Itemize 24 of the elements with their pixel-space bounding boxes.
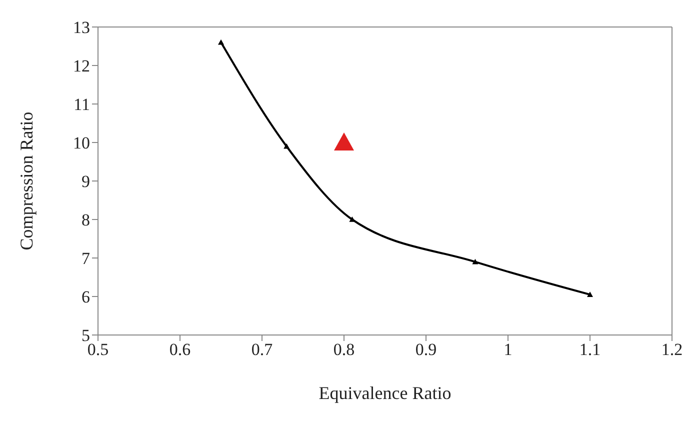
y-tick-label: 13 [73,18,90,38]
y-tick-label: 9 [82,172,90,192]
x-tick-label: 0.7 [251,340,274,360]
y-tick-label: 6 [82,288,90,307]
x-tick-label: 1.2 [661,340,683,360]
y-axis-title: Compression Ratio [16,112,36,250]
point [218,39,224,45]
y-tick-label: 12 [73,56,90,76]
point [587,292,593,297]
x-tick-label: 1 [504,340,512,360]
x-tick-label: 1.1 [579,340,601,360]
x-tick-label: 0.5 [87,340,109,360]
x-tick-label: 0.8 [333,340,355,360]
point [472,258,478,264]
y-tick-label: 10 [73,134,90,153]
x-axis-title: Equivalence Ratio [318,383,452,403]
x-tick-label: 0.6 [169,340,191,360]
y-tick-label: 5 [82,326,90,346]
point [284,143,290,149]
y-tick-label: 7 [82,249,90,268]
y-tick-label: 11 [74,95,90,114]
y-tick-label: 8 [82,210,90,230]
x-tick-label: 0.9 [415,340,437,360]
point [334,132,354,150]
